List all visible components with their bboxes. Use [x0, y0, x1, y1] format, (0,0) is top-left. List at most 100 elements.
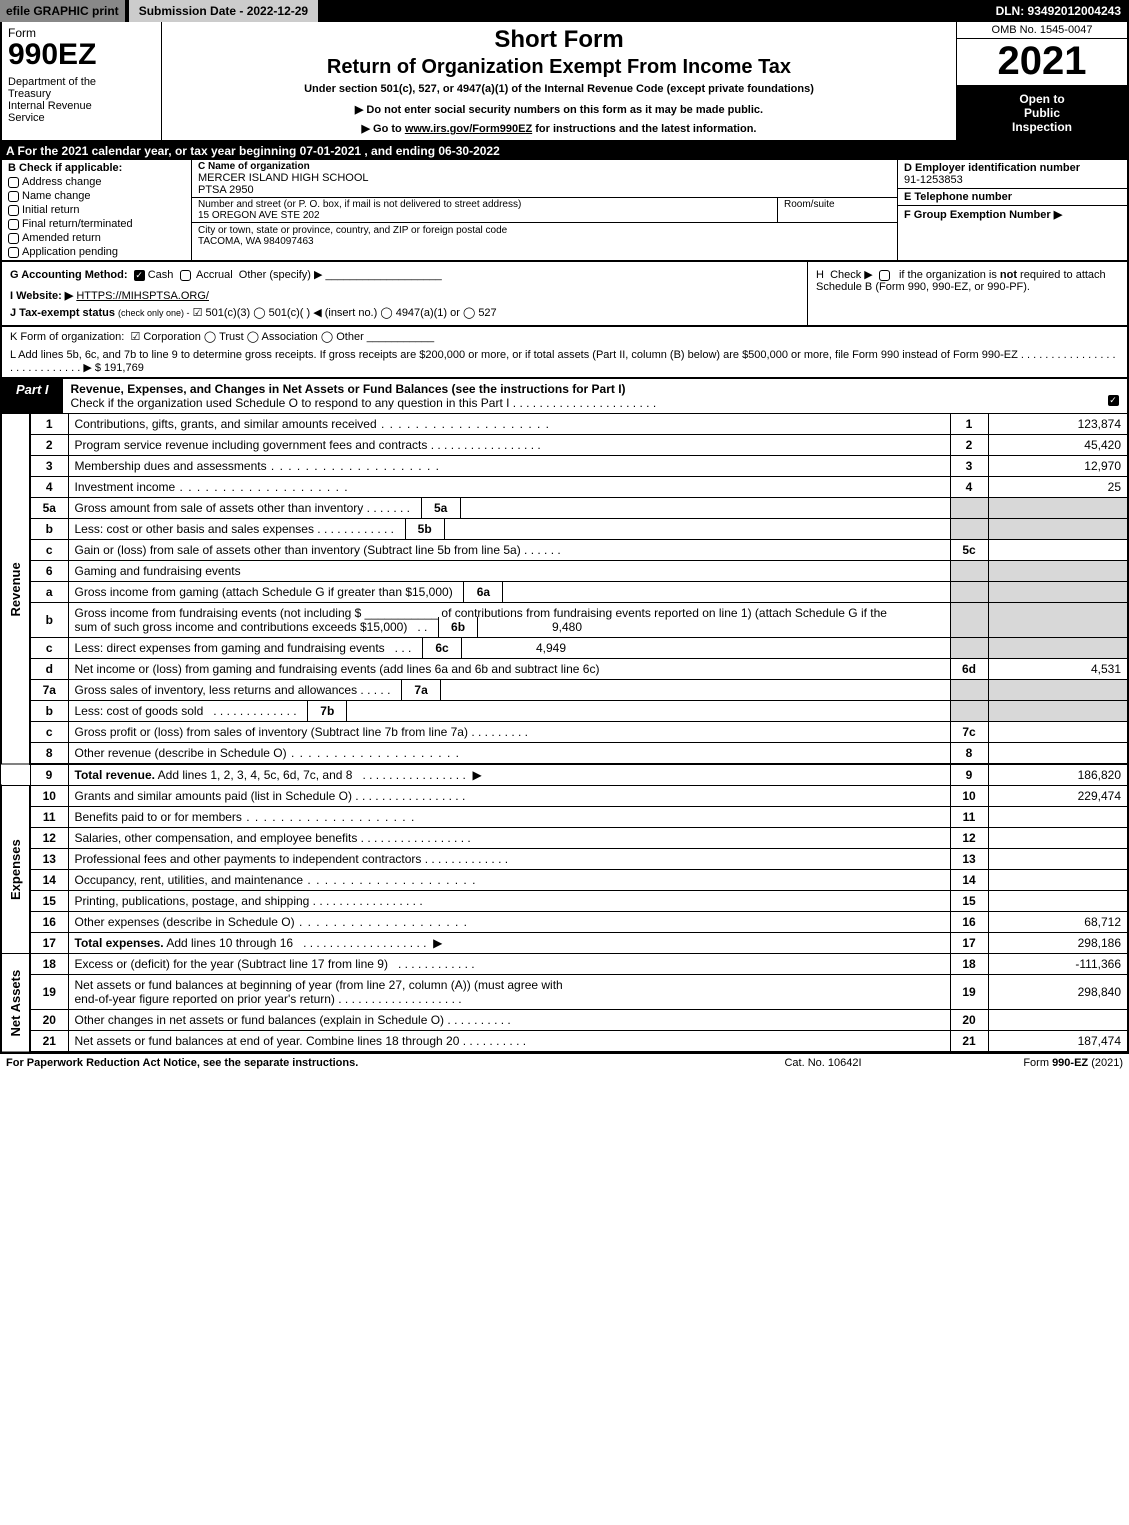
table-row: 17 Total expenses. Add lines 10 through … — [1, 933, 1128, 954]
table-row: 3 Membership dues and assessments 3 12,9… — [1, 456, 1128, 477]
tax-exempt-status: J Tax-exempt status (check only one) - ☑… — [10, 306, 799, 319]
city-value: TACOMA, WA 984097463 — [198, 236, 314, 247]
street-value: 15 OREGON AVE STE 202 — [198, 210, 320, 221]
irs-link[interactable]: www.irs.gov/Form990EZ — [405, 123, 532, 135]
table-row: 5a Gross amount from sale of assets othe… — [1, 498, 1128, 519]
main-title: Return of Organization Exempt From Incom… — [170, 56, 948, 79]
revenue-side-label: Revenue — [1, 414, 30, 765]
dept-text: Department of theTreasuryInternal Revenu… — [8, 76, 155, 124]
table-row: c Gain or (loss) from sale of assets oth… — [1, 540, 1128, 561]
ein-label: D Employer identification number — [904, 162, 1080, 174]
section-h: H Check ▶ if the organization is not req… — [807, 262, 1127, 325]
line-2-amount: 45,420 — [988, 435, 1128, 456]
table-row: Revenue 1 Contributions, gifts, grants, … — [1, 414, 1128, 435]
line-19-amount: 298,840 — [988, 975, 1128, 1010]
table-row: Expenses 10 Grants and similar amounts p… — [1, 786, 1128, 807]
line-a-tax-year: A For the 2021 calendar year, or tax yea… — [0, 142, 1129, 160]
tax-year: 2021 — [957, 39, 1127, 86]
line-6b-value: 9,480 — [482, 620, 582, 634]
form-header: Form 990EZ Department of theTreasuryInte… — [0, 22, 1129, 142]
table-row: 2 Program service revenue including gove… — [1, 435, 1128, 456]
line-6d-amount: 4,531 — [988, 659, 1128, 680]
ein-value: 91-1253853 — [904, 174, 963, 186]
line-6c-value: 4,949 — [466, 641, 566, 655]
accrual-checkbox[interactable] — [180, 270, 191, 281]
org-name-2: PTSA 2950 — [198, 184, 254, 196]
table-row: 7a Gross sales of inventory, less return… — [1, 680, 1128, 701]
header-left: Form 990EZ Department of theTreasuryInte… — [2, 22, 162, 140]
line-21-amount: 187,474 — [988, 1031, 1128, 1053]
omb-number: OMB No. 1545-0047 — [957, 22, 1127, 39]
chk-name-change[interactable]: Name change — [8, 190, 185, 202]
table-row: 19 Net assets or fund balances at beginn… — [1, 975, 1128, 1010]
table-row: c Less: direct expenses from gaming and … — [1, 638, 1128, 659]
table-row: c Gross profit or (loss) from sales of i… — [1, 722, 1128, 743]
part-i-title: Revenue, Expenses, and Changes in Net As… — [63, 379, 1099, 413]
paperwork-notice: For Paperwork Reduction Act Notice, see … — [6, 1057, 723, 1069]
line-17-amount: 298,186 — [988, 933, 1128, 954]
chk-address-change[interactable]: Address change — [8, 176, 185, 188]
goto-instructions: ▶ Go to www.irs.gov/Form990EZ for instru… — [170, 122, 948, 135]
street-label: Number and street (or P. O. box, if mail… — [198, 199, 521, 210]
table-row: 8 Other revenue (describe in Schedule O)… — [1, 743, 1128, 765]
section-b: B Check if applicable: Address change Na… — [2, 160, 192, 260]
table-row: 11 Benefits paid to or for members 11 — [1, 807, 1128, 828]
chk-application-pending[interactable]: Application pending — [8, 246, 185, 258]
chk-initial-return[interactable]: Initial return — [8, 204, 185, 216]
cat-number: Cat. No. 10642I — [723, 1057, 923, 1069]
form-number: 990EZ — [8, 40, 155, 70]
table-row: b Gross income from fundraising events (… — [1, 603, 1128, 638]
line-1-amount: 123,874 — [988, 414, 1128, 435]
line-10-amount: 229,474 — [988, 786, 1128, 807]
part-i-table: Revenue 1 Contributions, gifts, grants, … — [0, 413, 1129, 1053]
room-suite: Room/suite — [777, 198, 897, 223]
website-link[interactable]: HTTPS://MIHSPTSA.ORG/ — [76, 290, 209, 302]
chk-final-return[interactable]: Final return/terminated — [8, 218, 185, 230]
table-row: 15 Printing, publications, postage, and … — [1, 891, 1128, 912]
expenses-side-label: Expenses — [1, 786, 30, 954]
line-9-amount: 186,820 — [988, 764, 1128, 786]
section-b-label: B Check if applicable: — [8, 162, 185, 174]
section-k: K Form of organization: ☑ Corporation ◯ … — [0, 327, 1129, 346]
info-block: B Check if applicable: Address change Na… — [0, 160, 1129, 262]
chk-amended-return[interactable]: Amended return — [8, 232, 185, 244]
name-label: C Name of organization — [198, 161, 310, 172]
netassets-side-label: Net Assets — [1, 954, 30, 1053]
line-5c-amount — [988, 540, 1128, 561]
short-form-title: Short Form — [170, 26, 948, 54]
section-g-h: G Accounting Method: ✓ Cash Accrual Othe… — [0, 262, 1129, 327]
table-row: 12 Salaries, other compensation, and emp… — [1, 828, 1128, 849]
accounting-method: G Accounting Method: ✓ Cash Accrual Othe… — [10, 268, 799, 281]
city-label: City or town, state or province, country… — [198, 225, 507, 236]
table-row: d Net income or (loss) from gaming and f… — [1, 659, 1128, 680]
header-right: OMB No. 1545-0047 2021 Open toPublicInsp… — [957, 22, 1127, 140]
schedule-b-checkbox[interactable] — [879, 270, 890, 281]
line-16-amount: 68,712 — [988, 912, 1128, 933]
submission-date: Submission Date - 2022-12-29 — [129, 0, 318, 22]
phone-label: E Telephone number — [904, 191, 1012, 203]
group-exemption-label: F Group Exemption Number ▶ — [904, 209, 1062, 221]
org-name: MERCER ISLAND HIGH SCHOOL — [198, 172, 369, 184]
table-row: 14 Occupancy, rent, utilities, and maint… — [1, 870, 1128, 891]
table-row: 20 Other changes in net assets or fund b… — [1, 1010, 1128, 1031]
table-row: 9 Total revenue. Add lines 1, 2, 3, 4, 5… — [1, 764, 1128, 786]
open-to-public: Open toPublicInspection — [957, 86, 1127, 140]
cash-checkbox[interactable]: ✓ — [134, 270, 145, 281]
part-i-label: Part I — [2, 379, 63, 413]
part-i-check[interactable]: ✓ — [1099, 379, 1127, 413]
section-c: C Name of organization MERCER ISLAND HIG… — [192, 160, 897, 260]
line-18-amount: -111,366 — [988, 954, 1128, 975]
top-bar: efile GRAPHIC print Submission Date - 20… — [0, 0, 1129, 22]
dln-label: DLN: 93492012004243 — [988, 0, 1129, 22]
form-ref: Form 990-EZ (2021) — [923, 1057, 1123, 1069]
under-section: Under section 501(c), 527, or 4947(a)(1)… — [170, 83, 948, 95]
table-row: b Less: cost of goods sold . . . . . . .… — [1, 701, 1128, 722]
section-d-e-f: D Employer identification number 91-1253… — [897, 160, 1127, 260]
ssn-warning: ▶ Do not enter social security numbers o… — [170, 103, 948, 116]
page-footer: For Paperwork Reduction Act Notice, see … — [0, 1053, 1129, 1072]
part-i-header: Part I Revenue, Expenses, and Changes in… — [0, 379, 1129, 413]
form-990ez: efile GRAPHIC print Submission Date - 20… — [0, 0, 1129, 1072]
website-line: I Website: ▶ HTTPS://MIHSPTSA.ORG/ — [10, 289, 799, 302]
gross-receipts: 191,769 — [104, 362, 144, 374]
table-row: a Gross income from gaming (attach Sched… — [1, 582, 1128, 603]
